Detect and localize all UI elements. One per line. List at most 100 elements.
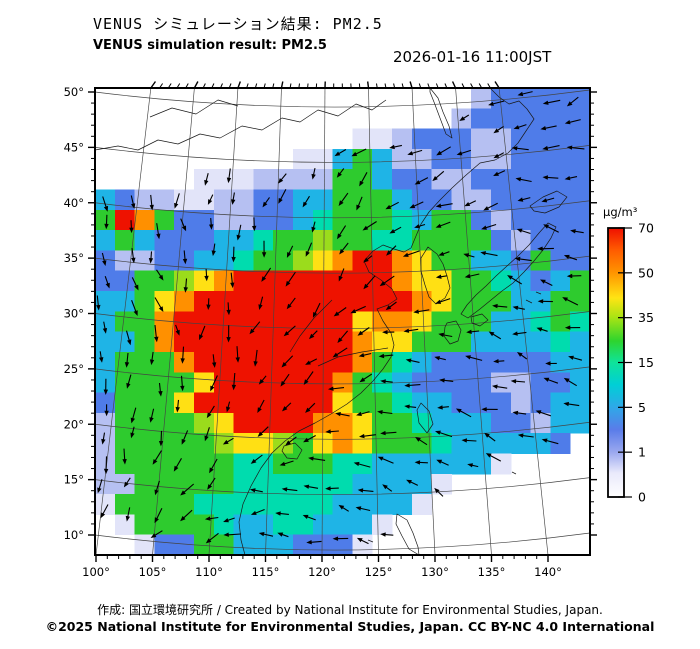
coastline-path [289, 299, 333, 353]
pm25-cell [372, 494, 393, 515]
pm25-cell [134, 514, 155, 536]
top-minor-tick [470, 83, 474, 89]
wind-arrow-head [96, 304, 101, 311]
wind-arrow-head [302, 201, 308, 208]
pm25-cell [372, 392, 393, 414]
pm25-cell [431, 352, 452, 373]
wind-arrow-head [174, 202, 179, 209]
pm25-cell [372, 169, 393, 190]
pm25-cell [352, 189, 373, 211]
pm25-cell [174, 230, 195, 251]
wind-arrow-head [336, 172, 342, 178]
pm25-cell [550, 270, 571, 292]
pm25-cell [114, 230, 136, 251]
pm25-cell [273, 209, 294, 231]
pm25-cell [372, 331, 393, 353]
wind-arrow-head [409, 204, 416, 209]
pm25-cell [154, 352, 175, 373]
wind-arrow-head [102, 328, 108, 334]
pm25-cell [510, 352, 532, 373]
wind-arrow-head [126, 382, 131, 389]
pm25-cell [253, 311, 274, 333]
wind-arrow-shaft [569, 146, 585, 150]
pm25-cell [134, 270, 155, 292]
pm25-cell [471, 311, 492, 333]
pm25-cell [213, 392, 235, 414]
wind-arrow-head [204, 179, 209, 186]
pm25-cell [134, 494, 155, 515]
pm25-cell [550, 311, 571, 333]
wind-arrow-head [464, 202, 471, 207]
pm25-cell [95, 372, 116, 394]
pm25-cell [154, 209, 175, 231]
wind-arrow-head [275, 511, 281, 516]
pm25-cell [253, 352, 274, 373]
wind-arrow-head [236, 234, 241, 241]
pm25-cell [451, 270, 472, 292]
pm25-cell [213, 189, 235, 211]
wind-arrow-head [357, 488, 364, 493]
top-minor-tick [393, 83, 396, 89]
wind-arrow-head [152, 459, 158, 465]
pm25-cell [550, 230, 571, 251]
pm25-cell [392, 230, 413, 251]
wind-arrow-head [207, 484, 213, 490]
pm25-cell [530, 372, 551, 394]
wind-arrow-head [351, 151, 358, 157]
pm25-cell [451, 291, 472, 312]
pm25-cell [530, 270, 551, 292]
wind-arrow-head [210, 385, 215, 392]
pm25-cell [134, 392, 155, 414]
pm25-cell [332, 514, 353, 536]
pm25-cell [352, 291, 373, 312]
top-minor-tick [444, 83, 448, 89]
pm25-cell [233, 534, 254, 555]
pm25-cell [95, 331, 116, 353]
wind-arrow-head [204, 275, 209, 282]
wind-arrow-head [481, 407, 487, 412]
pm25-cell [352, 148, 373, 170]
colorbar-tick-labels: 70 50 35 15 5 1 0 [638, 221, 654, 505]
pm25-cell [392, 433, 413, 454]
pm25-cell [154, 291, 175, 312]
wind-arrow-head [280, 380, 286, 387]
pm25-cell [293, 392, 314, 414]
graticule-meridian [498, 88, 549, 555]
coastline-path [429, 88, 453, 139]
wind-arrow-head [180, 385, 185, 392]
pm25-cell [253, 473, 274, 495]
wind-arrow-head [154, 517, 159, 524]
wind-arrow-head [205, 538, 212, 544]
wind-arrow-head [130, 417, 135, 424]
wind-arrow-head [131, 257, 136, 264]
pm25-cell [352, 209, 373, 231]
colorbar-tick-label: 15 [638, 355, 654, 370]
wind-arrow-head [204, 435, 209, 442]
pm25-cell [293, 494, 314, 515]
lon-tick-label: 115° [252, 565, 280, 579]
wind-arrow-head [415, 437, 421, 442]
pm25-cell [431, 331, 452, 353]
pm25-cell [372, 230, 393, 251]
pm25-cell [451, 392, 472, 414]
pm25-cell [293, 291, 314, 312]
wind-arrow-head [403, 328, 410, 333]
wind-arrow-head [129, 227, 134, 234]
pm25-cell [273, 230, 294, 251]
pm25-cell [411, 352, 433, 373]
pm25-cell [154, 494, 175, 515]
pm25-cell [392, 169, 413, 190]
top-minor-tick [246, 83, 249, 89]
map-frame-border [94, 87, 591, 556]
pm25-cell [213, 270, 235, 292]
pm25-cell [510, 311, 532, 333]
pm25-cell [213, 453, 235, 475]
wind-arrow-head [180, 358, 185, 364]
pm25-concentration-field [95, 88, 590, 555]
pm25-cell [411, 331, 433, 353]
wind-arrow-head [545, 361, 551, 366]
wind-arrow-head [258, 532, 265, 537]
pm25-cell [332, 169, 353, 190]
wind-arrow-head [480, 251, 486, 256]
pm25-cell [213, 331, 235, 353]
